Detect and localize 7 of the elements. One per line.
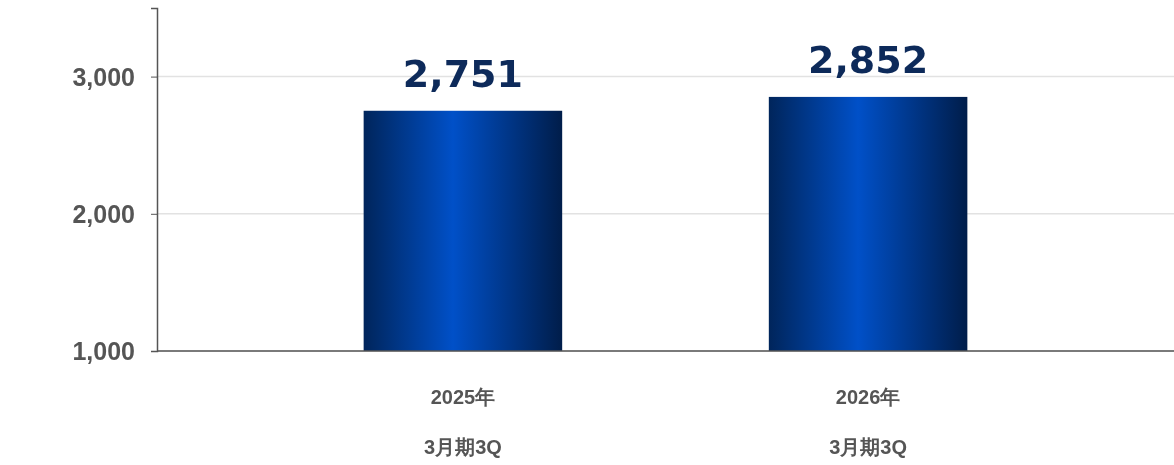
data-label: 2,751	[402, 51, 524, 96]
data-label: 2,852	[807, 37, 929, 82]
y-tick-label: 1,000	[72, 337, 135, 366]
y-tick-label: 3,000	[72, 62, 135, 91]
category-label: 2026年 3月期3Q	[829, 386, 907, 458]
y-tick-label: 2,000	[72, 200, 135, 229]
category-label: 2025年 3月期3Q	[424, 386, 502, 458]
